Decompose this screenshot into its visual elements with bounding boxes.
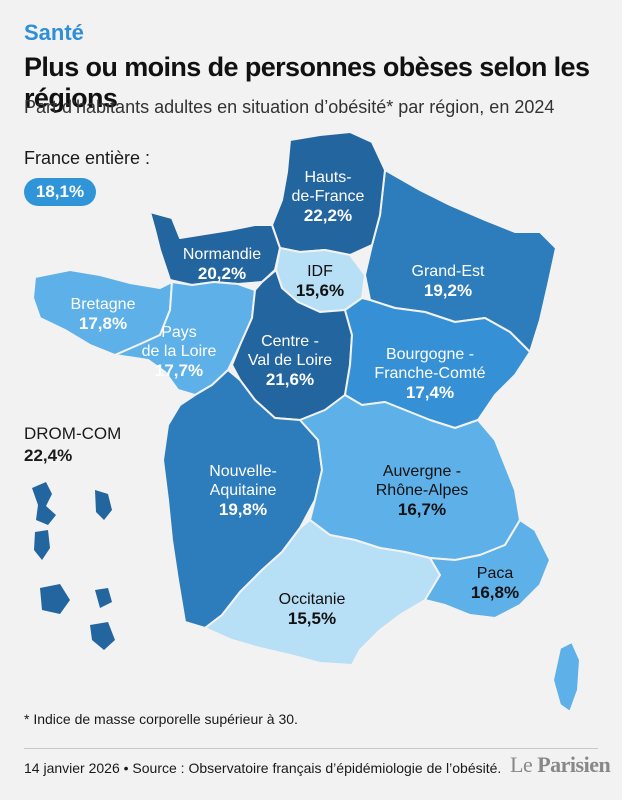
divider [24,748,598,749]
label-bretagne: Bretagne 17,8% [70,296,136,334]
region-paca [424,519,551,619]
label-hauts-de-france: Hauts- de-France 22,2% [291,169,365,226]
label-grand-est: Grand-Est 19,2% [411,263,485,301]
region-corse [552,641,581,713]
label-bourgogne-franche-comte: Bourgogne - Franche-Comté 17,4% [374,346,486,403]
island-guadeloupe [32,482,56,525]
dromcom-value: 22,4% [24,446,73,465]
label-occitanie: Occitanie 15,5% [278,591,346,629]
logo-name: Parisien [537,752,611,777]
label-nouvelle-aquitaine: Nouvelle- Aquitaine 19,8% [209,463,277,520]
label-idf: IDF 15,6% [295,263,345,301]
le-parisien-logo[interactable]: Le Parisien [510,752,611,778]
subtitle: Part d’habitants adultes en situation d’… [24,97,555,117]
dromcom-islands [32,482,115,650]
source-line: 14 janvier 2026 • Source : Observatoire … [24,760,502,776]
label-normandie: Normandie 20,2% [182,246,262,284]
page-title: Plus ou moins de personnes obèses selon … [24,52,590,113]
island-mayotte [95,588,112,608]
logo-le: Le [510,752,533,777]
national-label: France entière : [24,148,151,168]
label-pays-de-la-loire: Pays de la Loire 17,7% [141,324,217,381]
island-martinique [34,530,50,560]
island-reunion [40,584,70,614]
kicker: Santé [24,20,84,45]
label-centre-val-de-loire: Centre - Val de Loire 21,6% [247,333,333,390]
national-value-badge: 18,1% [24,178,96,206]
label-paca: Paca 16,8% [470,565,520,603]
island-guyane [95,490,112,520]
dromcom-label: DROM-COM [24,424,122,443]
island-polynesie [90,622,115,650]
footnote: * Indice de masse corporelle supérieur à… [24,711,298,727]
label-auvergne-rhone-alpes: Auvergne - Rhône-Alpes 16,7% [375,463,469,520]
